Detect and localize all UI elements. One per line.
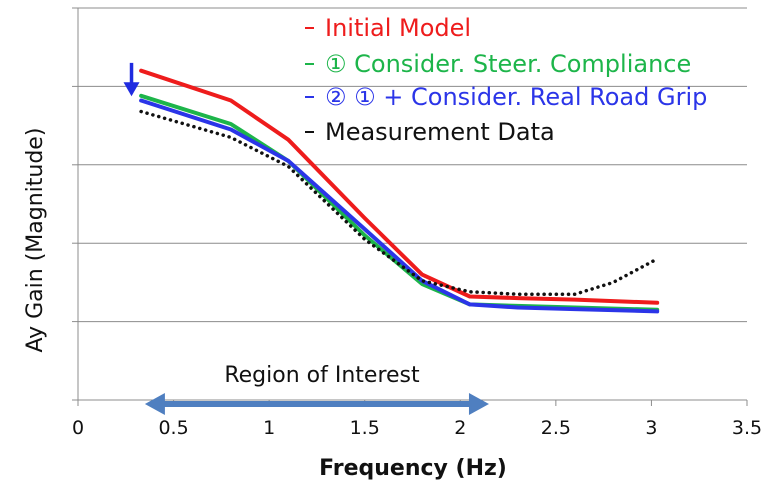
annotation-layer: Region of Interest xyxy=(123,62,489,415)
legend: Initial Model ① Consider. Steer. Complian… xyxy=(305,14,707,146)
x-tick-label: 3.5 xyxy=(732,417,762,439)
region-arrow-left-head xyxy=(144,393,165,415)
region-of-interest-label: Region of Interest xyxy=(224,363,420,388)
x-tick-label: 3 xyxy=(645,417,657,439)
region-arrow-right-head xyxy=(468,393,489,415)
legend-label: ① Consider. Steer. Compliance xyxy=(325,50,691,78)
x-axis-title: Frequency (Hz) xyxy=(319,456,507,481)
axes: 0 0.5 1 1.5 2 2.5 3 3.5 xyxy=(72,7,762,439)
series-line xyxy=(139,68,660,305)
series-layer xyxy=(139,68,660,314)
x-tick-label: 0 xyxy=(72,417,84,439)
x-tick-label: 2.5 xyxy=(541,417,571,439)
down-arrow-head xyxy=(123,82,140,97)
legend-label: Measurement Data xyxy=(325,118,555,146)
legend-label: Initial Model xyxy=(325,14,471,42)
x-tick-label: 1 xyxy=(263,417,275,439)
legend-label: ② ① + Consider. Real Road Grip xyxy=(325,83,707,111)
x-tick-label: 2 xyxy=(454,417,466,439)
x-tick-label: 0.5 xyxy=(158,417,188,439)
x-tick-label: 1.5 xyxy=(350,417,380,439)
series-line xyxy=(139,109,659,296)
y-axis-title: Ay Gain (Magnitude) xyxy=(23,128,48,353)
